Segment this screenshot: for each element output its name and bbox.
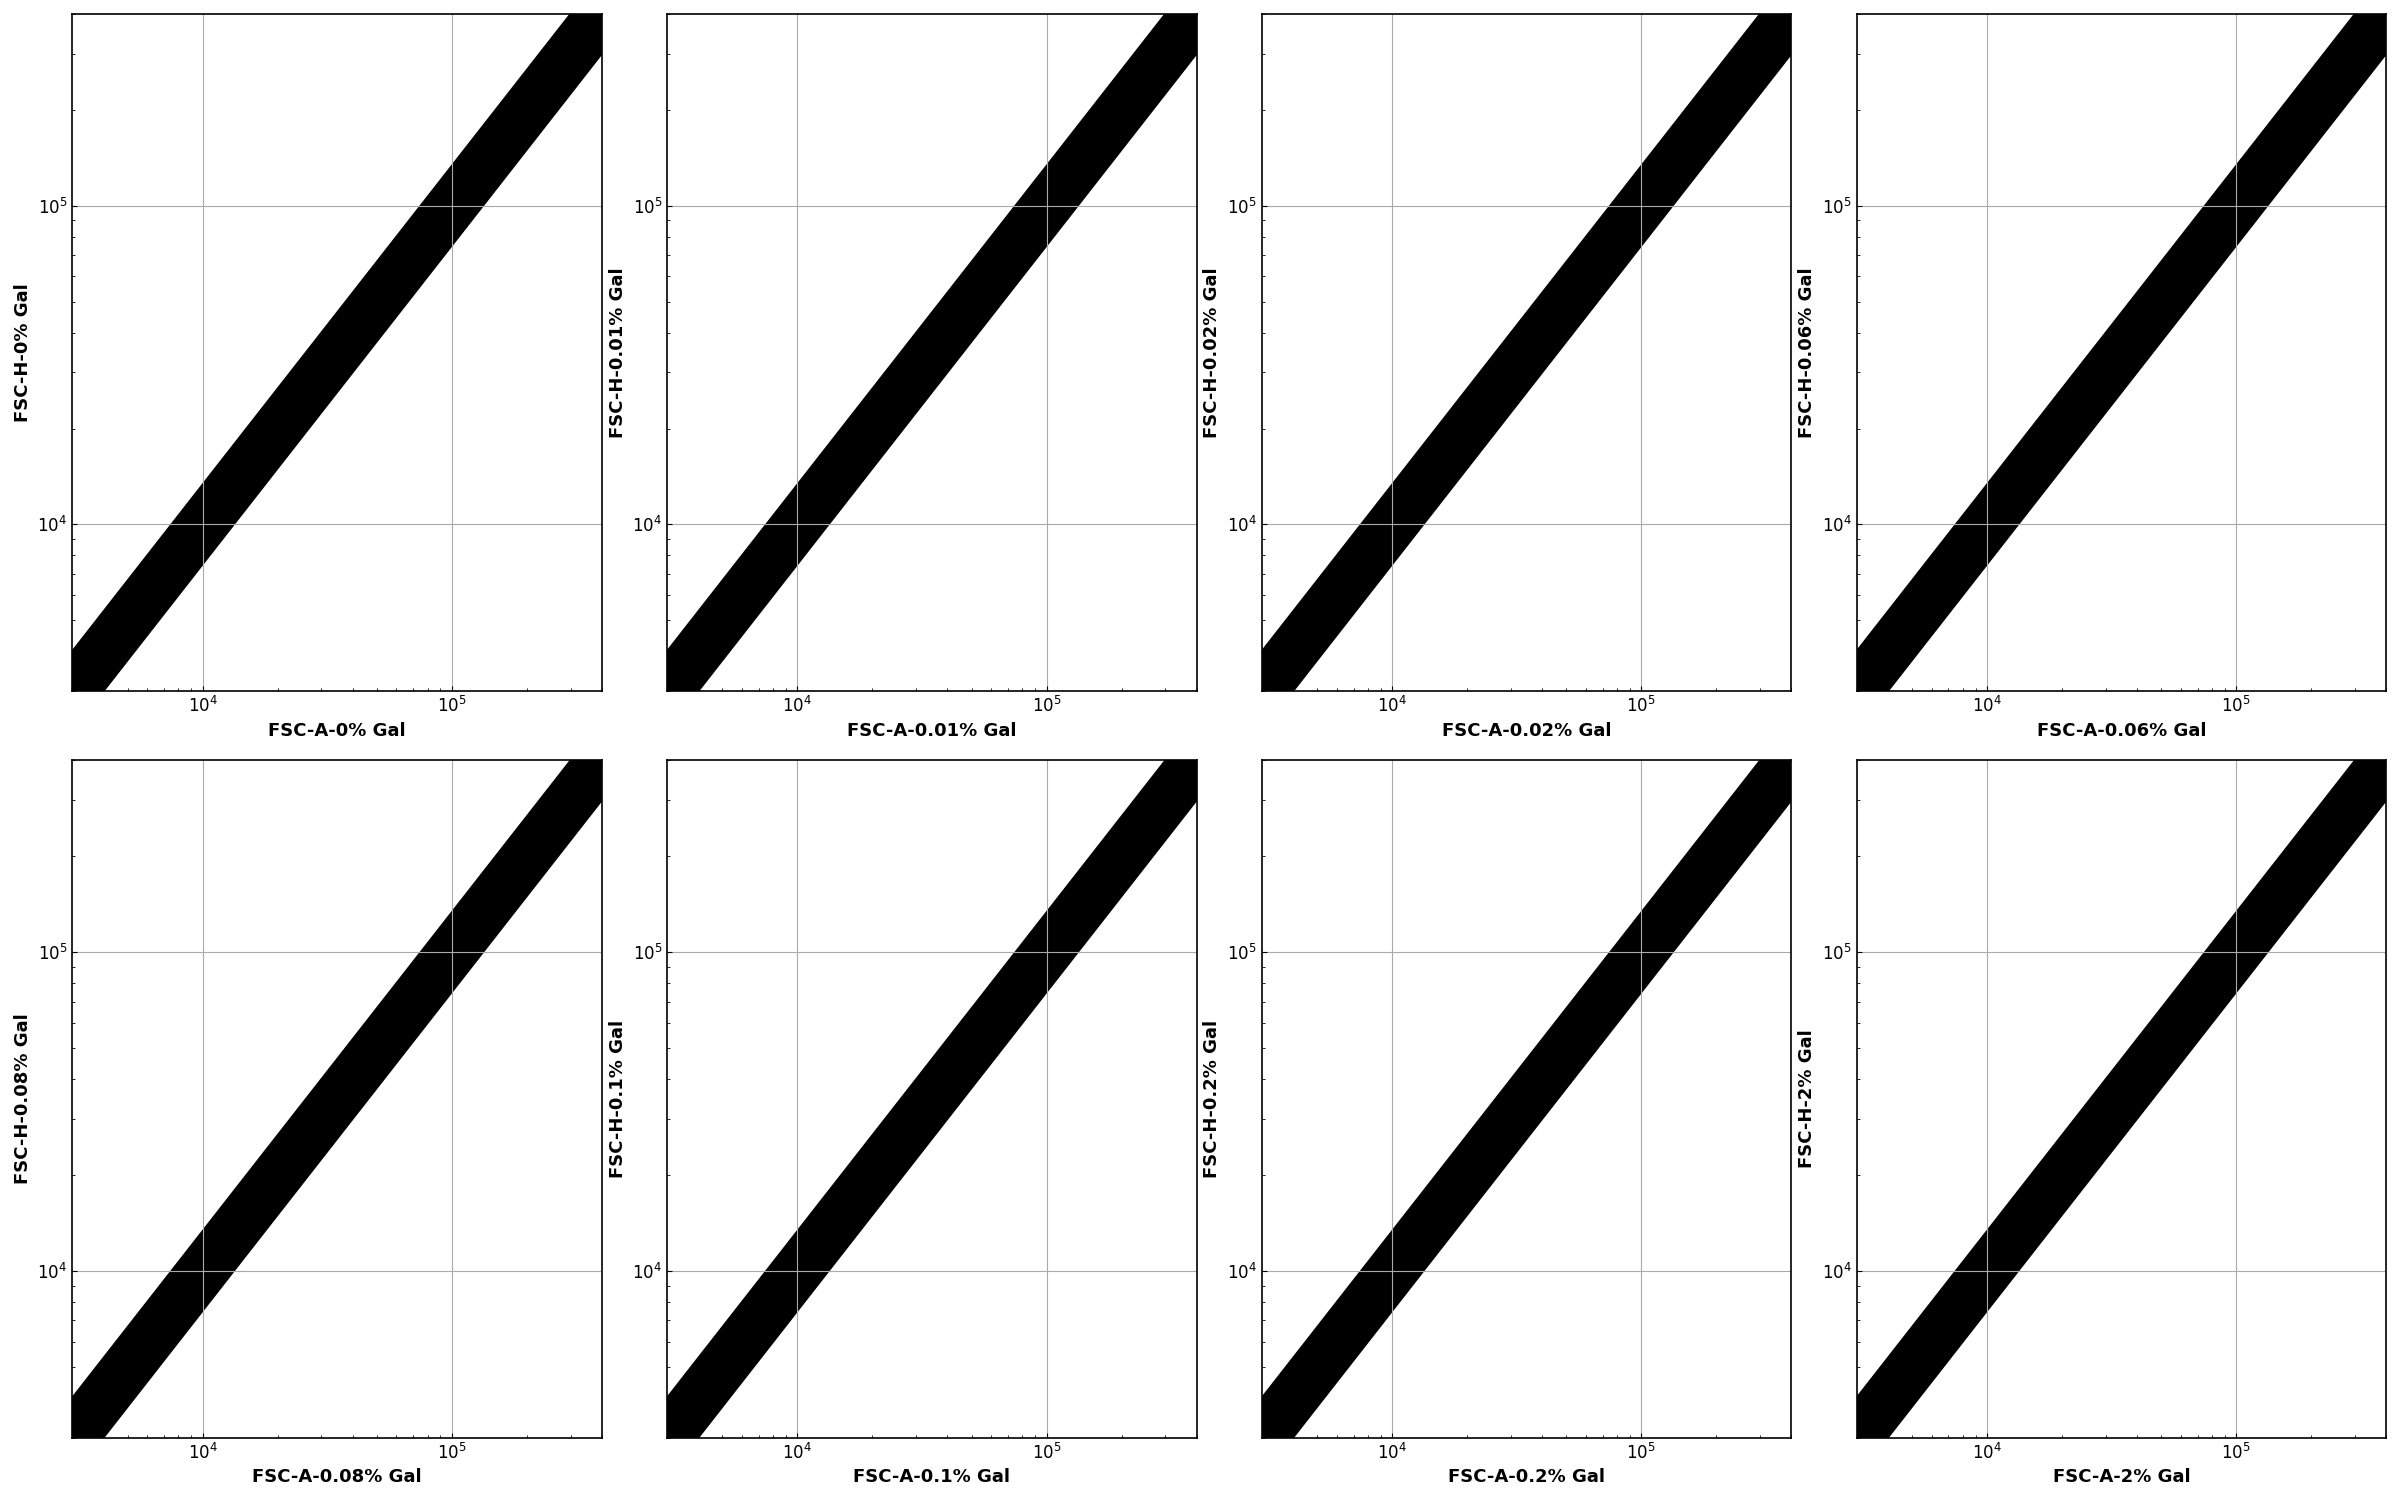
Y-axis label: FSC-H-0.02% Gal: FSC-H-0.02% Gal: [1202, 267, 1222, 438]
X-axis label: FSC-A-0.01% Gal: FSC-A-0.01% Gal: [847, 722, 1018, 740]
Polygon shape: [593, 729, 1272, 1470]
Y-axis label: FSC-H-0.01% Gal: FSC-H-0.01% Gal: [610, 267, 626, 438]
Polygon shape: [1188, 0, 1867, 723]
X-axis label: FSC-A-0.08% Gal: FSC-A-0.08% Gal: [252, 1468, 422, 1486]
X-axis label: FSC-A-0.02% Gal: FSC-A-0.02% Gal: [1442, 722, 1610, 740]
Y-axis label: FSC-H-0.1% Gal: FSC-H-0.1% Gal: [610, 1020, 626, 1178]
X-axis label: FSC-A-0.2% Gal: FSC-A-0.2% Gal: [1447, 1468, 1606, 1486]
Polygon shape: [593, 0, 1272, 723]
Y-axis label: FSC-H-0% Gal: FSC-H-0% Gal: [14, 284, 31, 422]
X-axis label: FSC-A-0% Gal: FSC-A-0% Gal: [269, 722, 406, 740]
Polygon shape: [1781, 729, 2400, 1470]
Y-axis label: FSC-H-0.06% Gal: FSC-H-0.06% Gal: [1798, 267, 1817, 438]
Polygon shape: [1188, 729, 1867, 1470]
Y-axis label: FSC-H-2% Gal: FSC-H-2% Gal: [1798, 1029, 1817, 1168]
Y-axis label: FSC-H-0.2% Gal: FSC-H-0.2% Gal: [1202, 1020, 1222, 1178]
Polygon shape: [0, 729, 677, 1470]
Polygon shape: [1781, 0, 2400, 723]
Y-axis label: FSC-H-0.08% Gal: FSC-H-0.08% Gal: [14, 1014, 31, 1185]
Polygon shape: [0, 0, 677, 723]
X-axis label: FSC-A-0.06% Gal: FSC-A-0.06% Gal: [2038, 722, 2206, 740]
X-axis label: FSC-A-2% Gal: FSC-A-2% Gal: [2052, 1468, 2191, 1486]
X-axis label: FSC-A-0.1% Gal: FSC-A-0.1% Gal: [854, 1468, 1010, 1486]
